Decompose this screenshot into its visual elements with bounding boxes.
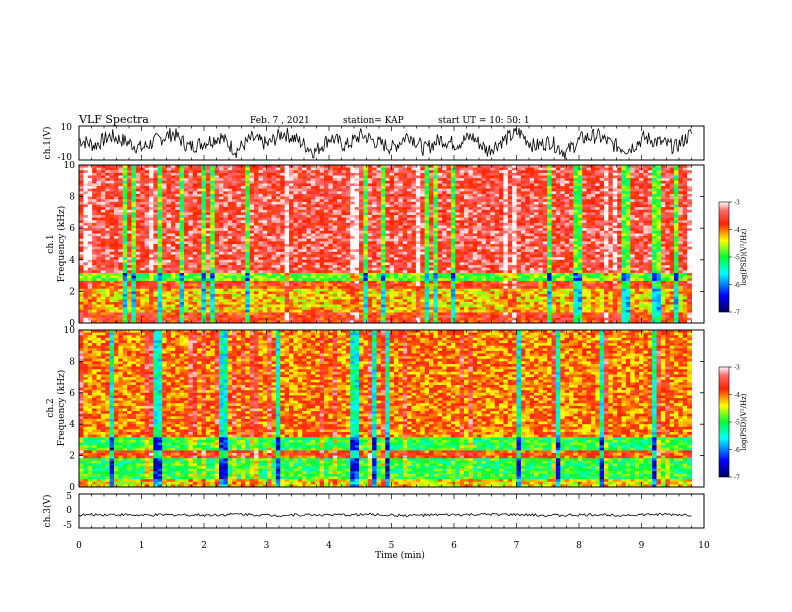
ch2-colorbar-label: log(PSD)(V²/Hz) xyxy=(740,393,748,450)
ch1-spectrogram-ylabel: ch.1Frequency (kHz) xyxy=(46,206,67,283)
ch1-colorbar-tick-4: -7 xyxy=(734,310,740,317)
time-tick-label-10: 10 xyxy=(698,541,710,551)
ch1-spectrogram-ytick-3: 6 xyxy=(69,224,75,234)
ch1-spectrogram-ytick-5: 10 xyxy=(64,161,76,171)
ch1-colorbar-label: log(PSD)(V²/Hz) xyxy=(740,228,748,285)
date-label: Feb. 7 , 2021 xyxy=(250,116,310,126)
ch3-waveform-ylabel: ch.3(V) xyxy=(42,495,53,528)
ch2-spectrogram-image xyxy=(79,330,693,488)
time-tick-label-6: 6 xyxy=(451,541,457,551)
time-tick-label-2: 2 xyxy=(201,541,207,551)
ch2-spectrogram-ytick-1: 2 xyxy=(69,452,75,462)
ch2-spectrogram-ytick-5: 10 xyxy=(64,326,76,336)
start-time-label: start UT = 10: 50: 1 xyxy=(438,116,530,126)
ch1-spectrogram-ytick-0: 0 xyxy=(69,319,75,329)
ch1-spectrogram-panel: ch.1Frequency (kHz) 0 2 4 6 8 10 xyxy=(46,161,705,329)
ch1-colorbar-tick-3: -6 xyxy=(734,282,740,289)
time-tick-label-4: 4 xyxy=(326,541,332,551)
time-tick-label-5: 5 xyxy=(389,541,395,551)
ch1-spectrogram-ytick-2: 4 xyxy=(69,256,75,266)
ch2-colorbar-tick-0: -3 xyxy=(734,365,740,372)
ch3-ytick-top: 5 xyxy=(66,492,72,502)
time-tick-label-9: 9 xyxy=(639,541,645,551)
ch1-ytick-bottom: -10 xyxy=(58,153,73,163)
ch1-ytick-top: 10 xyxy=(61,123,73,133)
ch1-colorbar-tick-0: -3 xyxy=(734,200,740,207)
ch1-colorbar-tick-1: -4 xyxy=(734,227,740,234)
ch2-colorbar-tick-2: -5 xyxy=(734,420,740,427)
ch2-colorbar-tick-3: -6 xyxy=(734,447,740,454)
ch1-waveform-ylabel: ch.1(V) xyxy=(42,127,53,160)
figure-title: VLF Spectra xyxy=(78,113,149,126)
ch2-spectrogram-ylabel: ch.2Frequency (kHz) xyxy=(46,370,67,447)
time-tick-label-3: 3 xyxy=(264,541,270,551)
time-tick-label-7: 7 xyxy=(514,541,520,551)
time-axis-label: Time (min) xyxy=(375,550,425,561)
ch3-waveform-line xyxy=(78,512,692,518)
ch2-colorbar-tick-4: -7 xyxy=(734,475,740,482)
ch2-colorbar-tick-1: -4 xyxy=(734,392,740,399)
time-tick-label-1: 1 xyxy=(139,541,145,551)
ch2-spectrogram-ytick-0: 0 xyxy=(69,483,75,493)
ch2-colorbar: -3 -4 -5 -6 -7 log(PSD)(V²/Hz) xyxy=(718,365,748,482)
ch3-ytick-mid: 0 xyxy=(66,506,72,516)
ch1-spectrogram-image xyxy=(79,165,693,324)
time-axis: 0 1 2 3 4 5 6 7 8 9 10 xyxy=(76,126,710,551)
ch2-spectrogram-ytick-3: 6 xyxy=(69,389,75,399)
ch1-waveform-line xyxy=(78,127,692,160)
ch1-colorbar: -3 -4 -5 -6 -7 log(PSD)(V²/Hz) xyxy=(718,200,748,317)
ch3-ytick-bottom: -5 xyxy=(63,521,72,531)
time-tick-label-0: 0 xyxy=(76,541,82,551)
ch1-spectrogram-ytick-4: 8 xyxy=(69,193,75,203)
station-label: station= KAP xyxy=(343,116,404,126)
ch2-spectrogram-panel: ch.2Frequency (kHz) 0 2 4 6 8 10 xyxy=(46,326,705,493)
ch1-spectrogram-ytick-1: 2 xyxy=(69,287,75,297)
ch2-spectrogram-ytick-4: 8 xyxy=(69,357,75,367)
time-tick-label-8: 8 xyxy=(576,541,582,551)
ch2-spectrogram-ytick-2: 4 xyxy=(69,420,75,430)
ch1-colorbar-tick-2: -5 xyxy=(734,255,740,262)
